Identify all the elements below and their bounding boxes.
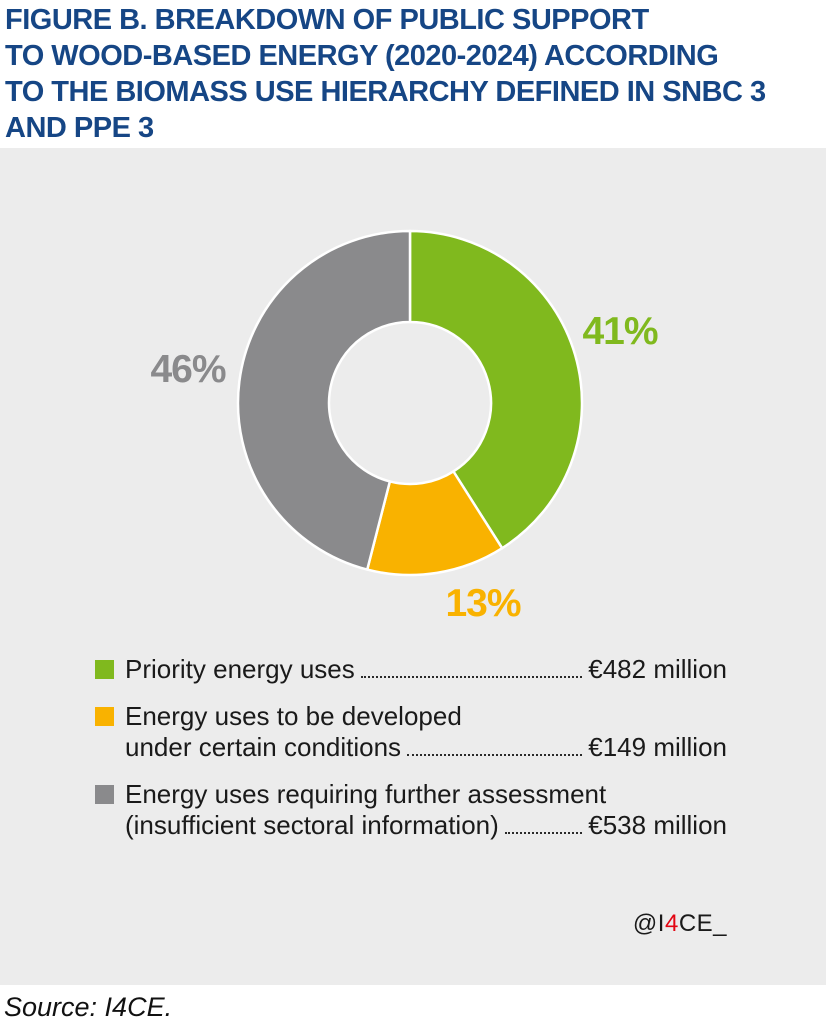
donut-slice-2: [236, 229, 412, 571]
attribution-suffix: CE_: [678, 910, 727, 937]
legend-value: €149 million: [588, 732, 727, 762]
attribution: @I4CE_: [633, 910, 727, 938]
legend-label-line2: under certain conditions: [125, 732, 402, 762]
source-note: Source: I4CE.: [4, 992, 173, 1022]
dotted-leader: [407, 754, 583, 756]
pct-label-priority: 41%: [582, 310, 658, 353]
legend-value: €538 million: [588, 810, 727, 840]
attribution-prefix: @I: [632, 910, 665, 937]
pct-label-conditions: 13%: [445, 582, 521, 625]
pct-label-assessment: 46%: [150, 348, 226, 391]
figure-title: FIGURE B. BREAKDOWN OF PUBLIC SUPPORT TO…: [5, 4, 766, 144]
donut-slice-0: [408, 229, 584, 550]
legend-swatch-green: [95, 660, 114, 679]
chart-panel: 41% 13% 46% Priority energy uses €482 mi…: [0, 148, 826, 985]
donut-chart: [236, 229, 584, 577]
legend: Priority energy uses €482 million Energy…: [95, 654, 727, 857]
legend-item-assessment: Energy uses requiring further assessment…: [95, 779, 727, 841]
legend-swatch-orange: [95, 707, 114, 726]
legend-swatch-gray: [95, 785, 114, 804]
attribution-highlight: 4: [664, 910, 679, 937]
legend-label-line2: (insufficient sectoral information): [125, 810, 499, 840]
legend-item-priority: Priority energy uses €482 million: [95, 654, 727, 685]
legend-item-conditions: Energy uses to be developed under certai…: [95, 701, 727, 763]
legend-value: €482 million: [588, 654, 727, 684]
legend-label: Energy uses to be developed: [125, 701, 462, 731]
legend-label: Energy uses requiring further assessment: [125, 779, 607, 809]
dotted-leader: [504, 832, 583, 834]
legend-label: Priority energy uses: [125, 654, 355, 684]
dotted-leader: [360, 676, 583, 678]
